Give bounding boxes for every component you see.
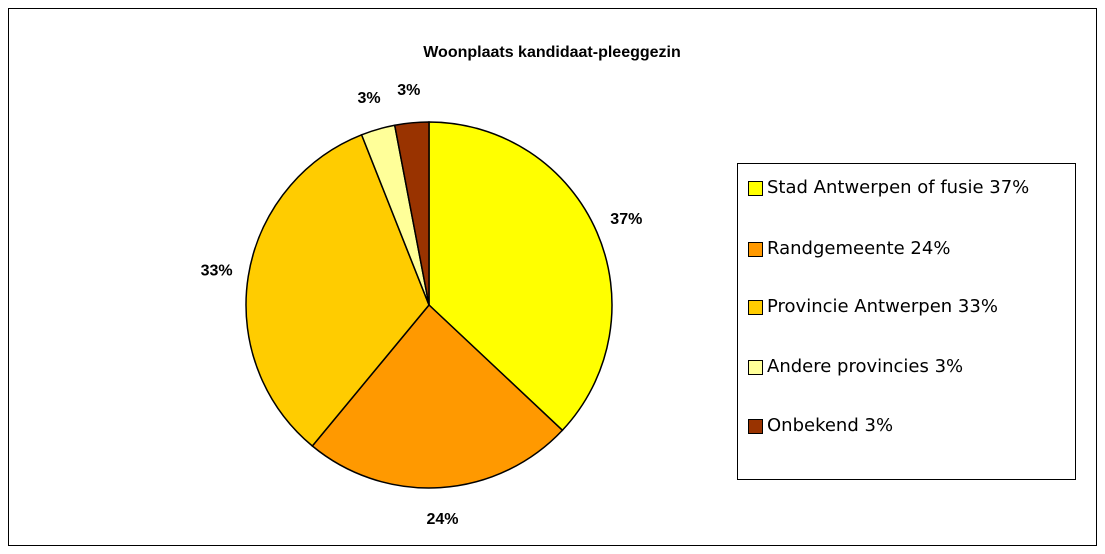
legend-entry: Provincie Antwerpen 33% bbox=[748, 291, 1068, 322]
legend: Stad Antwerpen of fusie 37% Randgemeente … bbox=[737, 163, 1076, 480]
data-label: 24% bbox=[426, 511, 458, 528]
legend-swatch bbox=[748, 181, 763, 196]
legend-label: Randgemeente 24% bbox=[767, 238, 951, 259]
pie-slice bbox=[245, 133, 430, 448]
legend-entry: Randgemeente 24% bbox=[748, 233, 1068, 264]
legend-swatch bbox=[748, 360, 763, 375]
chart-title: Woonplaats kandidaat-pleeggezin bbox=[423, 44, 681, 61]
legend-label: Stad Antwerpen of fusie 37% bbox=[767, 177, 1030, 198]
pie-slice bbox=[393, 121, 430, 306]
data-label: 37% bbox=[610, 211, 642, 228]
legend-swatch bbox=[748, 419, 763, 434]
legend-entry: Onbekend 3% bbox=[748, 410, 1068, 441]
data-label: 3% bbox=[357, 90, 380, 107]
data-label: 3% bbox=[397, 82, 420, 99]
legend-entry: Stad Antwerpen of fusie 37% bbox=[748, 172, 1068, 203]
pie-slice bbox=[311, 303, 564, 489]
data-label: 33% bbox=[201, 263, 233, 280]
legend-swatch bbox=[748, 300, 763, 315]
legend-label: Andere provincies 3% bbox=[767, 356, 964, 377]
legend-swatch bbox=[748, 242, 763, 257]
legend-label: Onbekend 3% bbox=[767, 415, 894, 436]
legend-entry: Andere provincies 3% bbox=[748, 351, 1068, 382]
pie-slice bbox=[428, 121, 613, 432]
legend-label: Provincie Antwerpen 33% bbox=[767, 296, 998, 317]
